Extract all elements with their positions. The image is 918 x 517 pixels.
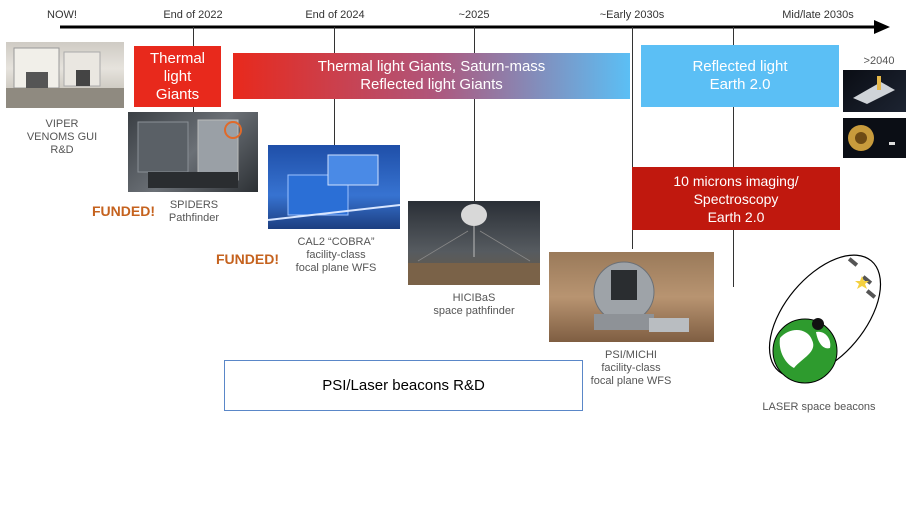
cal2-caption: CAL2 “COBRA” facility-class focal plane … xyxy=(295,236,377,274)
viper-lab-photo xyxy=(6,42,124,108)
timeline-arrow xyxy=(60,20,890,34)
tick-end-2024: End of 2024 xyxy=(305,9,365,21)
spiders-photo xyxy=(128,112,258,192)
cal2-photo xyxy=(268,145,400,229)
psi-michi-photo xyxy=(549,252,714,342)
viper-caption: VIPER VENOMS GUI R&D xyxy=(26,118,98,156)
tick-now: NOW! xyxy=(47,9,77,21)
laser-beacons-illustration xyxy=(768,254,882,384)
reflected-earth-box: Reflected light Earth 2.0 xyxy=(641,45,839,107)
psi-michi-caption: PSI/MICHI facility-class focal plane WFS xyxy=(590,349,672,387)
earth-globe-icon xyxy=(772,318,838,384)
connector-mid-2030s xyxy=(733,27,734,287)
tick-end-2022: End of 2022 xyxy=(163,9,223,21)
connector-early-2030s xyxy=(632,27,633,249)
thermal-saturn-label: Thermal light Giants, Saturn-mass Reflec… xyxy=(317,58,546,93)
starshade-photo xyxy=(843,118,906,158)
tick-2025: ~2025 xyxy=(458,9,490,21)
laser-beacons-caption: LASER space beacons xyxy=(762,401,876,413)
tick-mid-late-2030s: Mid/late 2030s xyxy=(782,9,854,21)
tick-early-2030s: ~Early 2030s xyxy=(599,9,665,21)
hicibas-caption: HICIBaS space pathfinder xyxy=(433,292,515,317)
ten-microns-box: 10 microns imaging/ Spectroscopy Earth 2… xyxy=(632,167,840,230)
thermal-giants-label: Thermal light Giants xyxy=(149,49,205,103)
laser-rd-label: PSI/Laser beacons R&D xyxy=(322,377,485,394)
hicibas-photo xyxy=(408,201,540,285)
reflected-earth-label: Reflected light Earth 2.0 xyxy=(692,58,788,93)
funded-badge-cal2: FUNDED! xyxy=(216,251,279,267)
thermal-giants-box: Thermal light Giants xyxy=(134,46,221,107)
telescope-space-photo xyxy=(843,70,906,112)
laser-rd-box: PSI/Laser beacons R&D xyxy=(224,360,583,411)
orbit-ellipse xyxy=(768,254,882,378)
spiders-caption: SPIDERS Pathfinder xyxy=(168,199,220,224)
funded-badge-spiders: FUNDED! xyxy=(92,203,155,219)
thermal-saturn-box: Thermal light Giants, Saturn-mass Reflec… xyxy=(233,53,630,99)
star-icon xyxy=(855,276,869,289)
satellite-icon xyxy=(847,257,877,299)
ten-microns-label: 10 microns imaging/ Spectroscopy Earth 2… xyxy=(673,172,799,225)
year-2040-label: >2040 xyxy=(863,55,895,67)
connector-2025 xyxy=(474,27,475,202)
